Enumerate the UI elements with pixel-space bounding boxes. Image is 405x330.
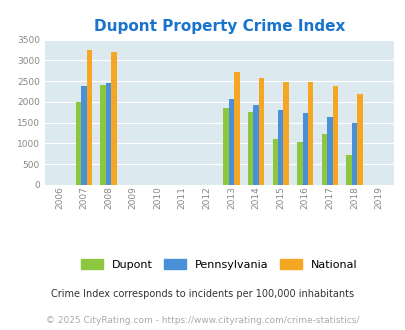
Bar [351, 123, 356, 185]
Bar [228, 99, 234, 185]
Bar [277, 110, 283, 185]
Legend: Dupont, Pennsylvania, National: Dupont, Pennsylvania, National [77, 256, 360, 273]
Bar [76, 102, 81, 185]
Bar [321, 134, 326, 185]
Bar [111, 52, 116, 185]
Bar [223, 108, 228, 185]
Bar [307, 82, 313, 185]
Bar [326, 117, 332, 185]
Bar [253, 105, 258, 185]
Bar [345, 155, 351, 185]
Bar [302, 114, 307, 185]
Bar [332, 86, 337, 185]
Bar [100, 85, 106, 185]
Bar [106, 83, 111, 185]
Bar [283, 82, 288, 185]
Bar [258, 78, 264, 185]
Bar [356, 93, 362, 185]
Bar [296, 142, 302, 185]
Bar [272, 139, 277, 185]
Text: Crime Index corresponds to incidents per 100,000 inhabitants: Crime Index corresponds to incidents per… [51, 289, 354, 299]
Text: © 2025 CityRating.com - https://www.cityrating.com/crime-statistics/: © 2025 CityRating.com - https://www.city… [46, 316, 359, 325]
Title: Dupont Property Crime Index: Dupont Property Crime Index [93, 19, 344, 34]
Bar [81, 86, 87, 185]
Bar [87, 50, 92, 185]
Bar [234, 72, 239, 185]
Bar [247, 112, 253, 185]
